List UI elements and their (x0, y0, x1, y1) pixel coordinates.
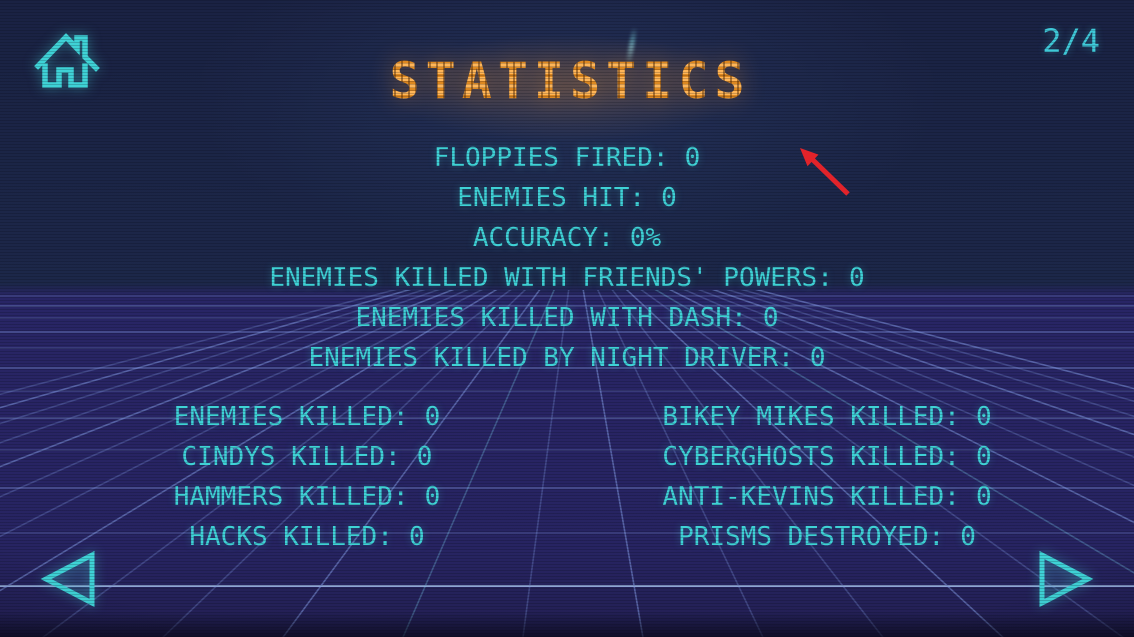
stat-bikey-mikes-killed: BIKEY MIKES KILLED: 0 (520, 397, 1134, 437)
stat-accuracy: ACCURACY: 0% (0, 218, 1134, 258)
stat-label: FLOPPIES FIRED: (433, 143, 669, 173)
stat-label: ENEMIES KILLED: (173, 402, 409, 432)
stat-enemies-hit: ENEMIES HIT: 0 (0, 178, 1134, 218)
stat-value: 0 (960, 522, 976, 552)
stat-value: 0 (416, 442, 433, 472)
stat-killed-dash: ENEMIES KILLED WITH DASH: 0 (0, 298, 1134, 338)
prev-arrow-icon (40, 550, 95, 608)
stat-killed-night-driver: ENEMIES KILLED BY NIGHT DRIVER: 0 (0, 338, 1134, 378)
stat-label: ENEMIES HIT: (457, 183, 646, 213)
stat-label: ACCURACY: (472, 223, 614, 253)
stat-label: PRISMS DESTROYED: (678, 522, 945, 552)
stat-value: 0 (661, 183, 677, 213)
stat-value: 0 (848, 263, 865, 293)
prev-page-button[interactable] (36, 548, 100, 610)
kill-stats-columns: ENEMIES KILLED: 0 CINDYS KILLED: 0 HAMMERS… (0, 397, 1134, 557)
stat-floppies-fired: FLOPPIES FIRED: 0 (0, 138, 1134, 178)
stat-value: 0 (684, 143, 701, 173)
stat-label: ENEMIES KILLED WITH DASH: (355, 303, 747, 333)
next-arrow-icon (1039, 550, 1094, 608)
stat-value: 0 (975, 402, 992, 432)
stat-value: 0 (408, 522, 425, 552)
stat-value: 0 (424, 482, 441, 512)
stat-label: ENEMIES KILLED WITH FRIENDS' POWERS: (269, 263, 833, 293)
stat-label: CYBERGHOSTS KILLED: (662, 442, 960, 472)
stat-value: 0 (424, 402, 441, 432)
stat-value: 0 (809, 343, 826, 373)
stat-label: HACKS KILLED: (189, 522, 393, 552)
stat-value: 0% (629, 223, 662, 253)
stat-value: 0 (975, 442, 992, 472)
page-title: STATISTICS (0, 56, 1134, 106)
stat-anti-kevins-killed: ANTI-KEVINS KILLED: 0 (520, 477, 1134, 517)
primary-stats-list: FLOPPIES FIRED: 0 ENEMIES HIT: 0 ACCURACY:… (0, 138, 1134, 378)
stat-label: HAMMERS KILLED: (173, 482, 409, 512)
stat-value: 0 (975, 482, 992, 512)
page-title-text: STATISTICS (389, 52, 751, 110)
stat-value: 0 (762, 303, 779, 333)
kill-stats-right-column: BIKEY MIKES KILLED: 0 CYBERGHOSTS KILLED:… (520, 397, 1134, 557)
stat-label: BIKEY MIKES KILLED: (662, 402, 960, 432)
next-page-button[interactable] (1034, 548, 1098, 610)
stat-label: ANTI-KEVINS KILLED: (662, 482, 960, 512)
page-indicator: 2/4 (1042, 22, 1100, 60)
stat-label: ENEMIES KILLED BY NIGHT DRIVER: (308, 343, 794, 373)
stat-cyberghosts-killed: CYBERGHOSTS KILLED: 0 (520, 437, 1134, 477)
stat-label: CINDYS KILLED: (181, 442, 401, 472)
stat-killed-friends-powers: ENEMIES KILLED WITH FRIENDS' POWERS: 0 (0, 258, 1134, 298)
